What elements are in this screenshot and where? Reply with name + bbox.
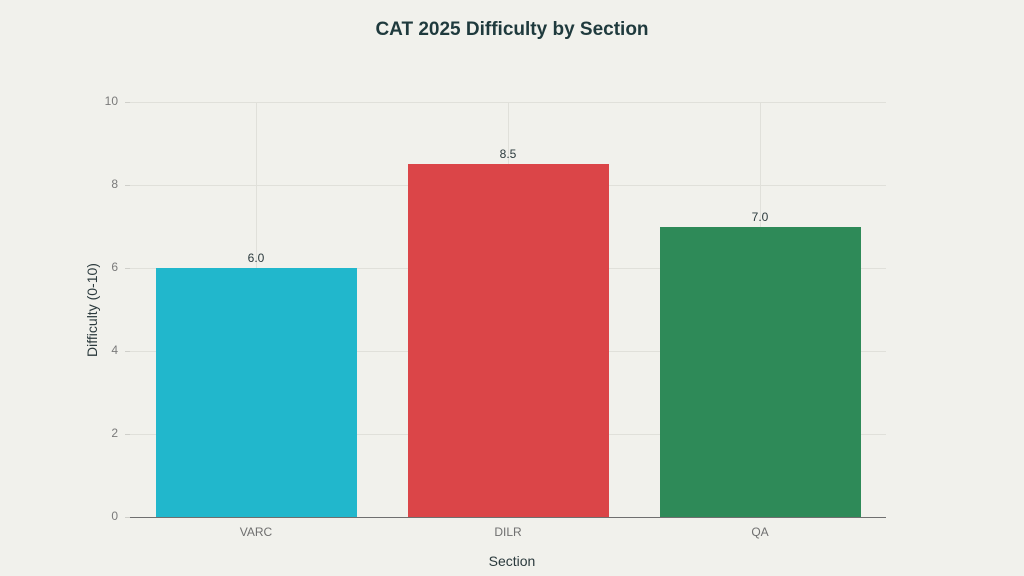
x-tick-label: VARC (239, 525, 273, 539)
y-tick-label: 2 (111, 426, 118, 440)
bar-value-label: 7.0 (751, 209, 769, 224)
x-axis-line (130, 517, 886, 518)
bar-value-label: 8.5 (499, 147, 517, 162)
bar-value-label: 6.0 (247, 251, 265, 265)
y-tick-mark (125, 185, 130, 186)
y-tick-mark (125, 268, 130, 269)
bar-dilr (407, 164, 609, 517)
y-tick-mark (125, 102, 130, 103)
y-tick-label: 8 (111, 177, 118, 191)
bar-qa (659, 226, 861, 517)
x-tick-label: DILR (494, 525, 522, 539)
y-tick-label: 10 (104, 94, 118, 108)
chart-title: CAT 2025 Difficulty by Section (375, 19, 649, 40)
y-tick-label: 4 (111, 343, 118, 357)
bar-varc (155, 268, 357, 517)
y-axis-label: Difficulty (0-10) (84, 263, 100, 357)
y-tick-mark (125, 434, 130, 435)
y-tick-label: 6 (111, 260, 118, 274)
x-tick-label: QA (751, 525, 769, 539)
x-axis-label: Section (488, 553, 536, 569)
y-tick-mark (125, 517, 130, 518)
y-tick-label: 0 (111, 509, 118, 523)
y-tick-mark (125, 351, 130, 352)
